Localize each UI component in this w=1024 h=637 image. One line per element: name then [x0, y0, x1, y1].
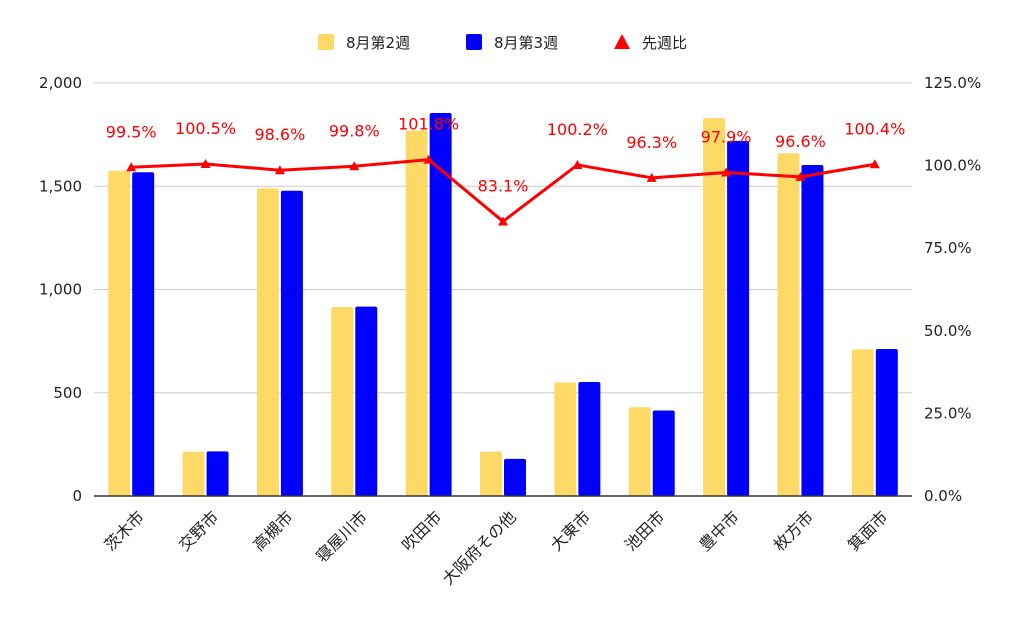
- y-left-tick-label: 500: [53, 384, 82, 402]
- triangle-marker: [200, 158, 211, 168]
- bar-2: [504, 458, 526, 496]
- bar-2: [801, 164, 824, 496]
- bar-1: [554, 382, 577, 496]
- category-label: 寝屋川市: [312, 507, 371, 566]
- bar-1: [777, 153, 800, 496]
- data-label: 99.5%: [106, 122, 157, 141]
- data-label: 101.8%: [398, 115, 459, 134]
- bar-2: [206, 451, 229, 496]
- bar-1: [331, 307, 354, 496]
- bar-2: [652, 410, 675, 496]
- data-label: 96.6%: [775, 132, 826, 151]
- category-label: 大阪府その他: [438, 507, 519, 588]
- data-label: 100.4%: [844, 119, 905, 138]
- data-label: 99.8%: [329, 121, 380, 140]
- category-label: 箕面市: [844, 507, 891, 554]
- y-right-tick-label: 125.0%: [924, 74, 981, 92]
- data-label: 100.5%: [175, 119, 236, 138]
- data-label: 97.9%: [701, 128, 752, 147]
- legend-swatch-1: [318, 34, 334, 50]
- y-right-tick-label: 0.0%: [924, 487, 962, 505]
- legend-label-1: 8月第2週: [346, 34, 410, 52]
- bar-1: [851, 349, 874, 496]
- y-right-tick-label: 50.0%: [924, 322, 972, 340]
- category-label: 池田市: [621, 507, 668, 554]
- triangle-marker: [572, 159, 583, 169]
- bar-1: [405, 130, 428, 496]
- y-right-tick-label: 25.0%: [924, 404, 972, 422]
- y-left-tick-label: 1,500: [39, 177, 82, 195]
- category-label: 枚方市: [770, 507, 817, 554]
- y-right-tick-label: 100.0%: [924, 157, 981, 175]
- category-label: 豊中市: [695, 507, 742, 554]
- y-left-tick-label: 2,000: [39, 74, 82, 92]
- triangle-marker: [795, 171, 806, 181]
- bar-1: [108, 170, 131, 496]
- triangle-marker: [869, 159, 880, 169]
- bar-2: [727, 140, 750, 496]
- category-label: 茨木市: [101, 507, 148, 554]
- triangle-marker: [274, 165, 285, 175]
- bar-1: [182, 451, 205, 496]
- triangle-marker: [349, 161, 360, 171]
- data-label: 98.6%: [254, 125, 305, 144]
- y-left-tick-label: 1,000: [39, 281, 82, 299]
- triangle-marker: [126, 162, 137, 172]
- triangle-marker: [423, 154, 434, 164]
- triangle-marker: [498, 216, 508, 226]
- data-label: 83.1%: [478, 176, 529, 195]
- y-left-tick-label: 0: [72, 487, 82, 505]
- y-right-tick-label: 75.0%: [924, 239, 972, 257]
- legend-swatch-3: [614, 34, 630, 49]
- bar-1: [703, 118, 726, 496]
- category-label: 大東市: [547, 507, 594, 554]
- legend-label-2: 8月第3週: [494, 34, 558, 52]
- category-label: 交野市: [175, 507, 222, 554]
- bar-2: [355, 306, 378, 496]
- legend-label-3: 先週比: [642, 34, 687, 52]
- bar-2: [875, 348, 898, 496]
- triangle-marker: [646, 172, 657, 182]
- category-label: 吹田市: [398, 507, 445, 554]
- bar-1: [256, 188, 279, 496]
- bar-2: [280, 190, 303, 496]
- category-label: 高槻市: [249, 507, 296, 554]
- bar-1: [480, 451, 502, 496]
- bar-2: [578, 382, 601, 496]
- triangle-marker: [721, 167, 732, 177]
- bar-2: [429, 112, 452, 496]
- data-label: 96.3%: [626, 133, 677, 152]
- bar-1: [628, 407, 651, 496]
- bar-2: [132, 172, 155, 496]
- data-label: 100.2%: [547, 120, 608, 139]
- legend-swatch-2: [466, 34, 482, 50]
